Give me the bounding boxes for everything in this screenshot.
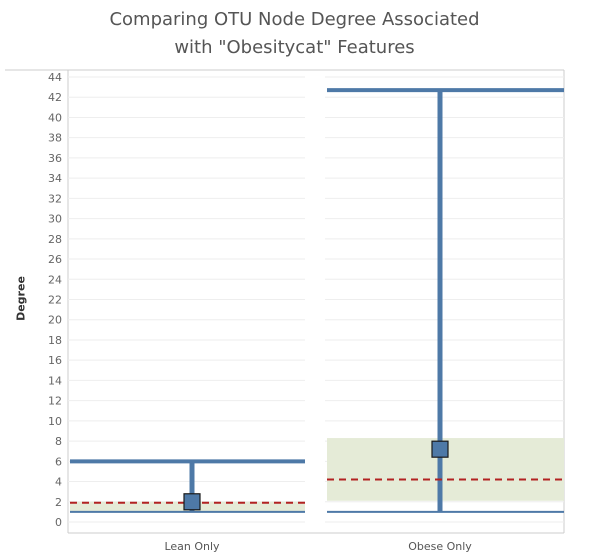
category-label: Lean Only [164, 540, 220, 553]
y-tick-label: 14 [48, 374, 62, 387]
chart-title: Comparing OTU Node Degree Associated wit… [0, 6, 589, 62]
y-tick-label: 22 [48, 294, 62, 307]
y-tick-label: 18 [48, 334, 62, 347]
y-tick-label: 42 [48, 91, 62, 104]
y-tick-label: 10 [48, 415, 62, 428]
y-tick-label: 40 [48, 111, 62, 124]
chart-title-line-1: Comparing OTU Node Degree Associated [109, 9, 480, 30]
median-marker [183, 493, 201, 511]
chart-title-line-2: with "Obesitycat" Features [174, 37, 415, 58]
y-tick-label: 24 [48, 273, 62, 286]
y-tick-label: 44 [48, 71, 62, 84]
y-tick-label: 36 [48, 152, 62, 165]
category-label: Obese Only [408, 540, 472, 553]
y-tick-label: 28 [48, 233, 62, 246]
y-tick-label: 8 [55, 435, 62, 448]
y-tick-label: 38 [48, 132, 62, 145]
y-tick-label: 26 [48, 253, 62, 266]
y-tick-label: 4 [55, 476, 62, 489]
y-tick-label: 2 [55, 496, 62, 509]
y-tick-label: 16 [48, 354, 62, 367]
y-tick-label: 0 [55, 516, 62, 529]
y-tick-label: 34 [48, 172, 62, 185]
y-tick-label: 32 [48, 192, 62, 205]
median-marker [431, 440, 449, 458]
y-tick-label: 20 [48, 314, 62, 327]
y-tick-label: 6 [55, 455, 62, 468]
y-tick-label: 30 [48, 213, 62, 226]
y-tick-label: 12 [48, 395, 62, 408]
